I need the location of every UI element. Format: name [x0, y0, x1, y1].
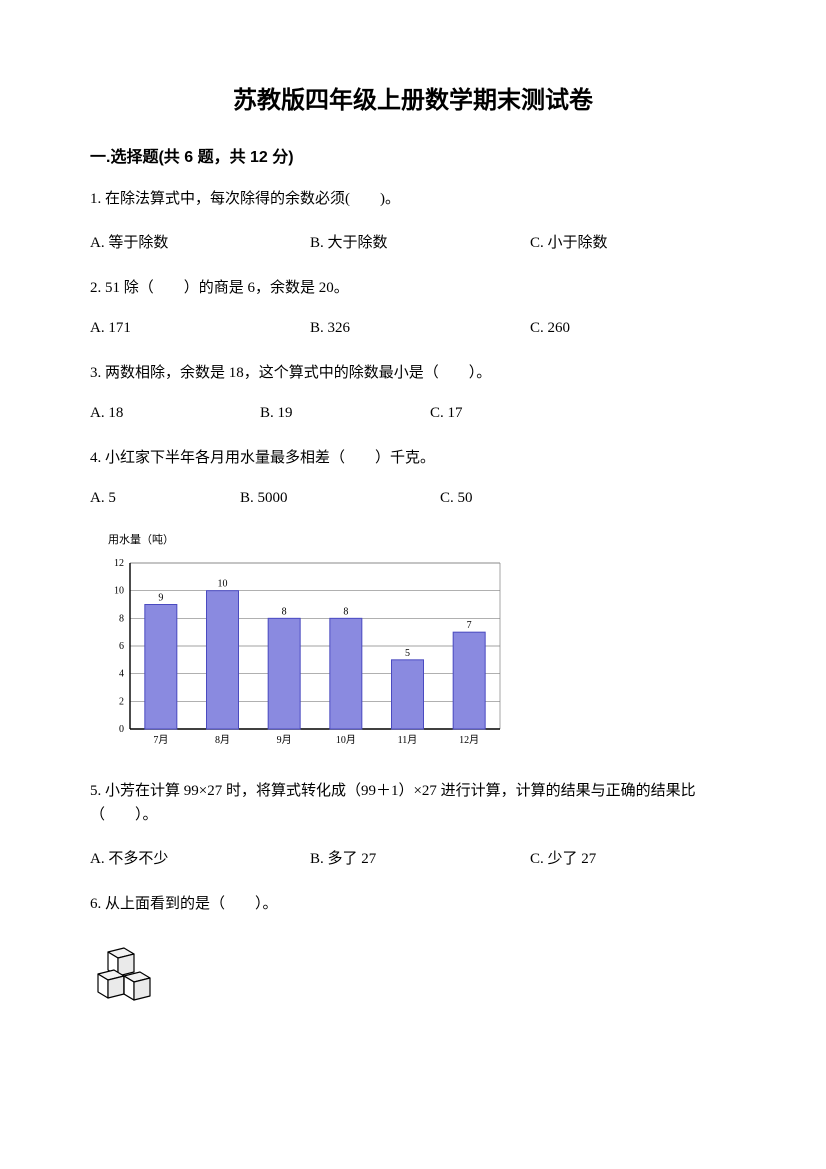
svg-text:8: 8 — [343, 606, 348, 617]
chart-ylabel: 用水量（吨） — [108, 531, 736, 547]
water-usage-chart: 用水量（吨） 0 2 4 6 8 10 12 9 7月 10 8月 8 9月 8 10月 5 11月 7 12月 — [90, 531, 736, 749]
q1-opt-a: A. 等于除数 — [90, 231, 310, 252]
svg-text:0: 0 — [119, 724, 124, 735]
svg-text:2: 2 — [119, 696, 124, 707]
svg-text:9月: 9月 — [277, 734, 292, 746]
q1-options: A. 等于除数 B. 大于除数 C. 小于除数 — [90, 231, 736, 252]
page-title: 苏教版四年级上册数学期末测试卷 — [90, 80, 736, 115]
q4-text: 4. 小红家下半年各月用水量最多相差（ ）千克。 — [90, 446, 736, 470]
q2-opt-b: B. 326 — [310, 320, 530, 337]
q1-text: 1. 在除法算式中，每次除得的余数必须( )。 — [90, 187, 736, 211]
section-header: 一.选择题(共 6 题，共 12 分) — [90, 143, 736, 167]
q4-opt-c: C. 50 — [440, 490, 473, 507]
svg-text:10: 10 — [218, 579, 228, 590]
cube-figure — [94, 946, 736, 1007]
q2-options: A. 171 B. 326 C. 260 — [90, 320, 736, 337]
q3-opt-b: B. 19 — [260, 405, 430, 422]
svg-text:5: 5 — [405, 648, 410, 659]
svg-text:11月: 11月 — [398, 734, 418, 746]
q5-opt-c: C. 少了 27 — [530, 847, 596, 868]
q3-options: A. 18 B. 19 C. 17 — [90, 405, 736, 422]
q4-opt-a: A. 5 — [90, 490, 240, 507]
svg-text:8月: 8月 — [215, 734, 230, 746]
svg-text:4: 4 — [119, 669, 124, 680]
q2-opt-a: A. 171 — [90, 320, 310, 337]
svg-text:7月: 7月 — [153, 734, 168, 746]
svg-text:10: 10 — [114, 586, 124, 597]
q5-options: A. 不多不少 B. 多了 27 C. 少了 27 — [90, 847, 736, 868]
svg-text:12月: 12月 — [459, 734, 479, 746]
q2-text: 2. 51 除（ ）的商是 6，余数是 20。 — [90, 276, 736, 300]
q4-opt-b: B. 5000 — [240, 490, 440, 507]
bar-chart-svg: 0 2 4 6 8 10 12 9 7月 10 8月 8 9月 8 10月 5 11月 7 12月 — [90, 549, 510, 749]
svg-text:7: 7 — [467, 620, 472, 631]
q5-opt-b: B. 多了 27 — [310, 847, 530, 868]
q5-opt-a: A. 不多不少 — [90, 847, 310, 868]
svg-text:6: 6 — [119, 641, 124, 652]
q1-opt-b: B. 大于除数 — [310, 231, 530, 252]
q5-text: 5. 小芳在计算 99×27 时，将算式转化成（99＋1）×27 进行计算，计算… — [90, 779, 736, 827]
svg-text:9: 9 — [158, 593, 163, 604]
svg-text:8: 8 — [282, 606, 287, 617]
svg-text:12: 12 — [114, 558, 124, 569]
q3-text: 3. 两数相除，余数是 18，这个算式中的除数最小是（ ）。 — [90, 361, 736, 385]
q6-text: 6. 从上面看到的是（ ）。 — [90, 892, 736, 916]
q3-opt-c: C. 17 — [430, 405, 463, 422]
svg-text:8: 8 — [119, 613, 124, 624]
q1-opt-c: C. 小于除数 — [530, 231, 608, 252]
q4-options: A. 5 B. 5000 C. 50 — [90, 490, 736, 507]
svg-text:10月: 10月 — [336, 734, 356, 746]
q3-opt-a: A. 18 — [90, 405, 260, 422]
q2-opt-c: C. 260 — [530, 320, 570, 337]
